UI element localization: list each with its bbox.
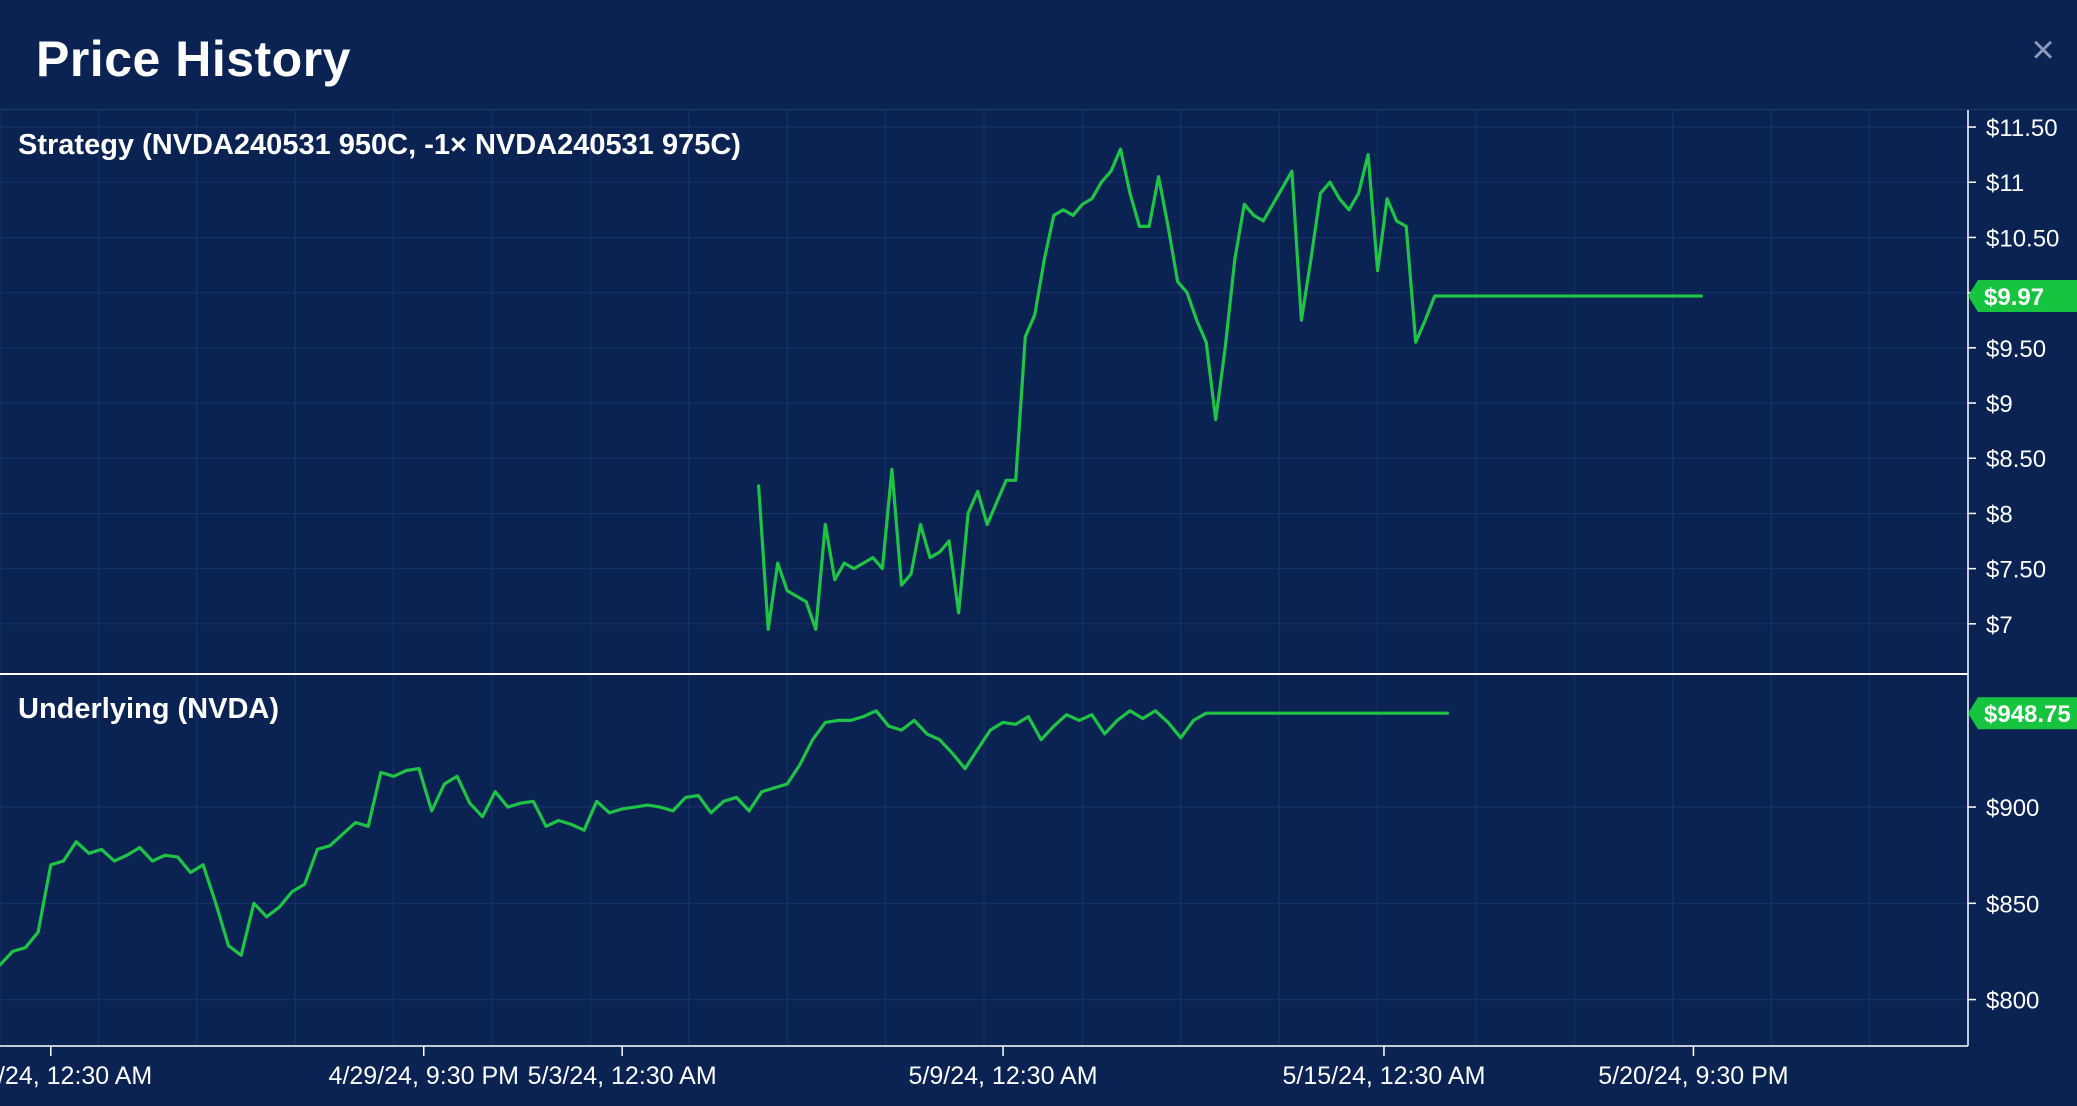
modal-header: Price History × (0, 0, 2077, 110)
series-line (0, 709, 1449, 967)
price-history-chart: Strategy (NVDA240531 950C, -1× NVDA24053… (0, 110, 2077, 1106)
y-tick-label: $7 (1986, 612, 2013, 639)
series-line (757, 147, 1703, 631)
current-price-tag (1968, 697, 2077, 730)
y-tick-label: $8.50 (1986, 446, 2046, 473)
y-tick-label: $7.50 (1986, 557, 2046, 584)
current-price-label: $9.97 (1984, 284, 2044, 311)
chart-pane-underlying: Underlying (NVDA) $900 $850 $800 $948.75 (0, 674, 2077, 1046)
x-tick-label: 5/3/24, 12:30 AM (528, 1062, 717, 1090)
chart-pane-strategy: Strategy (NVDA240531 950C, -1× NVDA24053… (0, 110, 2077, 674)
y-tick-label: $900 (1986, 795, 2039, 822)
y-tick-label: $11.50 (1986, 115, 2058, 142)
chart-background (0, 110, 2077, 1106)
x-tick-label: 4/24/24, 12:30 AM (0, 1062, 152, 1090)
x-tick-label: 5/9/24, 12:30 AM (909, 1062, 1098, 1090)
x-tick-label: 4/29/24, 9:30 PM (329, 1062, 519, 1090)
y-tick-label: $850 (1986, 891, 2039, 918)
pane-title: Strategy (NVDA240531 950C, -1× NVDA24053… (18, 129, 741, 161)
pane-title: Underlying (NVDA) (18, 693, 279, 725)
modal-title: Price History (36, 31, 351, 87)
y-tick-label: $9 (1986, 391, 2013, 418)
x-tick-label: 5/15/24, 12:30 AM (1282, 1062, 1485, 1090)
current-price-label: $948.75 (1984, 701, 2071, 728)
y-tick-label: $10.50 (1986, 225, 2059, 252)
y-tick-label: $9.50 (1986, 336, 2046, 363)
y-tick-label: $11 (1986, 170, 2024, 197)
y-tick-label: $800 (1986, 988, 2039, 1015)
y-tick-label: $8 (1986, 501, 2013, 528)
x-tick-label: 5/20/24, 9:30 PM (1598, 1062, 1788, 1090)
grid-lines (0, 110, 1871, 1046)
close-icon[interactable]: × (2031, 28, 2055, 72)
current-price-tag (1968, 279, 2077, 312)
